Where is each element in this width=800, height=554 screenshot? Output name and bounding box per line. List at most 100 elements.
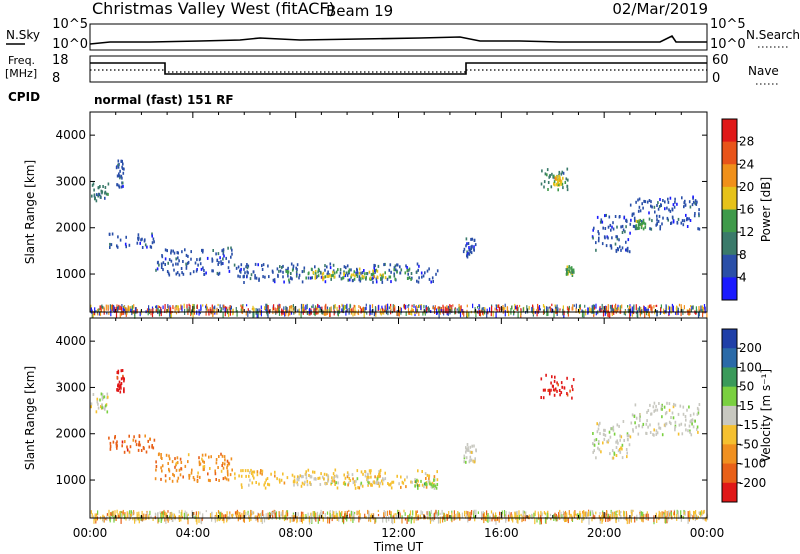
velocity-ground-cell xyxy=(642,511,644,517)
power-ground-cell xyxy=(156,305,158,311)
velocity-ground-cell xyxy=(561,514,563,518)
velocity-ground-cell xyxy=(559,514,561,520)
power-ground-cell xyxy=(515,305,517,310)
power-ground-cell xyxy=(627,305,629,308)
power-echo-cell xyxy=(181,250,183,254)
velocity-echo-cell xyxy=(556,381,558,385)
velocity-ground-cell xyxy=(538,513,540,520)
velocity-ground-cell xyxy=(611,511,613,517)
power-ground-cell xyxy=(214,311,216,315)
velocity-ground-cell xyxy=(591,516,593,522)
power-ground-cell xyxy=(703,307,705,314)
velocity-ground-cell xyxy=(481,511,483,519)
velocity-echo-cell xyxy=(306,483,309,487)
velocity-echo-cell xyxy=(333,479,336,483)
velocity-echo-cell xyxy=(672,416,675,420)
velocity-echo-cell xyxy=(696,427,698,431)
power-ground-cell xyxy=(575,303,577,309)
velocity-ground-cell xyxy=(482,511,484,516)
velocity-echo-cell xyxy=(315,477,317,481)
power-echo-cell xyxy=(162,268,164,272)
velocity-ground-cell xyxy=(569,513,571,519)
velocity-ground-cell xyxy=(307,512,309,518)
power-ground-cell xyxy=(196,310,198,315)
power-ground-cell xyxy=(491,305,493,313)
velocity-echo-cell xyxy=(249,478,251,482)
power-echo-cell xyxy=(194,261,197,265)
power-ground-cell xyxy=(329,311,331,317)
power-echo-cell xyxy=(597,230,599,234)
velocity-echo-cell xyxy=(167,462,169,465)
power-ground-cell xyxy=(407,307,410,315)
velocity-ground-cell xyxy=(615,510,617,516)
velocity-echo-cell xyxy=(436,483,439,486)
power-ground-cell xyxy=(446,305,448,309)
velocity-echo-cell xyxy=(553,379,556,383)
velocity-echo-cell xyxy=(193,478,196,482)
power-ground-cell xyxy=(573,304,575,307)
power-echo-cell xyxy=(635,224,638,228)
power-ground-cell xyxy=(482,307,484,314)
power-echo-cell xyxy=(218,271,221,275)
power-echo-cell xyxy=(115,166,118,170)
velocity-echo-cell xyxy=(425,477,427,480)
velocity-echo-cell xyxy=(691,418,694,422)
velocity-ytick-label: 1000 xyxy=(55,473,86,487)
power-echo-cell xyxy=(144,243,147,247)
power-echo-cell xyxy=(547,181,550,184)
power-echo-cell xyxy=(607,236,609,240)
velocity-echo-cell xyxy=(180,467,182,471)
velocity-echo-cell xyxy=(603,437,606,441)
power-ground-cell xyxy=(235,307,237,313)
power-echo-cell xyxy=(469,250,472,253)
velocity-ground-cell xyxy=(421,511,424,516)
power-echo-cell xyxy=(406,269,409,272)
velocity-echo-cell xyxy=(649,423,651,427)
power-ground-cell xyxy=(556,307,558,314)
velocity-echo-cell xyxy=(554,375,556,379)
power-echo-cell xyxy=(282,275,284,279)
velocity-ground-cell xyxy=(534,517,536,525)
power-echo-cell xyxy=(616,237,619,241)
power-ground-cell xyxy=(437,306,439,310)
power-echo-cell xyxy=(553,182,555,186)
power-ground-cell xyxy=(536,308,538,313)
velocity-echo-cell xyxy=(286,476,289,480)
velocity-ground-cell xyxy=(171,517,173,522)
power-ground-cell xyxy=(213,309,215,313)
power-ytick-label: 1000 xyxy=(55,267,86,281)
velocity-ground-cell xyxy=(452,517,455,520)
velocity-echo-cell xyxy=(417,486,419,490)
velocity-ground-cell xyxy=(613,511,615,517)
velocity-ground-cell xyxy=(165,518,167,524)
velocity-echo-cell xyxy=(551,375,553,379)
velocity-ground-cell xyxy=(143,513,145,521)
power-echo-cell xyxy=(698,214,700,218)
power-colorbar-swatch xyxy=(722,164,737,188)
velocity-echo-cell xyxy=(658,426,660,430)
velocity-ground-cell xyxy=(625,511,627,517)
power-echo-cell xyxy=(659,198,661,201)
power-echo-cell xyxy=(250,273,253,277)
power-ground-cell xyxy=(333,304,335,310)
velocity-ground-cell xyxy=(162,511,164,518)
velocity-echo-cell xyxy=(326,482,328,485)
power-echo-cell xyxy=(212,269,214,273)
velocity-ground-cell xyxy=(358,510,360,516)
velocity-ground-cell xyxy=(226,511,228,516)
power-echo-cell xyxy=(642,218,645,222)
power-echo-cell xyxy=(664,207,666,211)
velocity-echo-cell xyxy=(692,412,695,416)
velocity-echo-cell xyxy=(556,389,558,393)
velocity-echo-cell xyxy=(626,437,629,441)
velocity-echo-cell xyxy=(697,408,700,412)
velocity-echo-cell xyxy=(660,407,662,411)
power-echo-cell xyxy=(283,280,285,284)
velocity-echo-cell xyxy=(346,471,349,475)
velocity-echo-cell xyxy=(253,476,255,480)
velocity-ground-cell xyxy=(516,510,518,518)
velocity-echo-cell xyxy=(466,443,469,446)
velocity-ground-cell xyxy=(433,516,435,522)
power-echo-cell xyxy=(432,280,434,283)
velocity-echo-cell xyxy=(203,465,206,468)
